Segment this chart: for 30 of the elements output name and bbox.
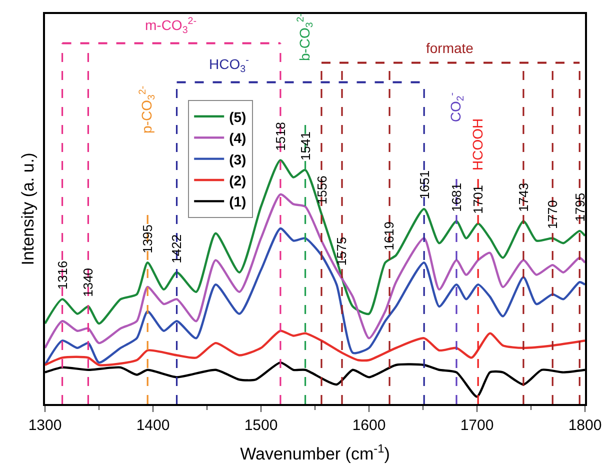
ref-line-label: 1518: [273, 122, 288, 151]
ref-line-label: 1575: [334, 236, 350, 266]
ref-line-label: 1651: [416, 170, 432, 200]
ref-line-label: 1422: [169, 234, 184, 264]
ref-line-label: 1541: [298, 132, 314, 160]
y-axis-title: Intensity (a. u.): [18, 152, 38, 266]
legend-label: (2): [229, 172, 246, 188]
legend-label: (3): [229, 151, 246, 168]
text: formate: [426, 40, 474, 56]
ref-line-label: 1556: [314, 176, 330, 205]
x-tick-label: 1600: [352, 416, 386, 434]
ref-line-label: 1681: [449, 182, 464, 212]
ref-line-label: 1340: [80, 268, 96, 297]
x-tick-label: 1400: [136, 416, 170, 434]
ref-line-label: 1316: [54, 260, 70, 290]
legend-label: (1): [229, 194, 246, 210]
ref-line-label: 1395: [140, 224, 155, 254]
annotation: HCOOH: [470, 118, 486, 171]
ref-line-label: 1701: [470, 184, 486, 214]
legend-label: (5): [229, 108, 246, 125]
ref-line-label: 1770: [545, 200, 560, 230]
x-tick-label: 1800: [568, 416, 602, 434]
x-tick-label: 1300: [28, 416, 62, 434]
x-tick-label: 1700: [460, 416, 494, 434]
ref-line-label: 1619: [382, 221, 397, 250]
x-tick-label: 1500: [244, 416, 278, 434]
ref-line-label: 1795: [572, 192, 588, 222]
legend-label: (4): [229, 130, 246, 146]
x-axis-title: Wavenumber (cm$^{-1}$): [240, 442, 390, 464]
ref-line-label: 1743: [516, 182, 532, 212]
